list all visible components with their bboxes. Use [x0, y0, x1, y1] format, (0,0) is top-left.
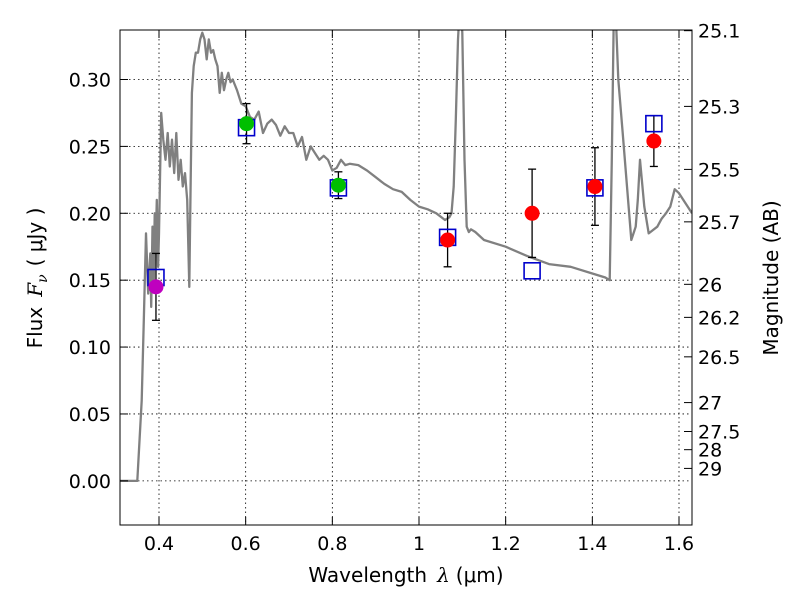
observed-flux-point	[524, 205, 540, 221]
grid-lines	[120, 30, 692, 525]
observed-flux-point	[587, 179, 603, 195]
mag-tick-label: 25.5	[698, 159, 740, 181]
observed-flux-point	[646, 133, 662, 149]
mag-tick-label: 26.2	[698, 307, 740, 329]
plot-frame	[119, 29, 693, 526]
x-axis-label: Wavelength λ (μm)	[308, 563, 503, 587]
mag-tick-label: 25.1	[698, 21, 740, 43]
plot-area	[120, 30, 692, 483]
y-tick-label: 0.05	[69, 404, 111, 426]
mag-tick-label: 27	[698, 393, 722, 415]
mag-tick-label: 27.5	[698, 421, 740, 443]
x-tick-label: 0.8	[317, 533, 347, 555]
model-flux-square	[523, 262, 541, 280]
y-tick-label: 0.15	[69, 270, 111, 292]
mag-tick-label: 25.3	[698, 96, 740, 118]
y-tick-label: 0.10	[69, 337, 111, 359]
x-tick-label: 1.6	[664, 533, 694, 555]
mag-tick-label: 29	[698, 458, 722, 480]
observed-flux-point	[330, 177, 346, 193]
x-tick-label: 0.4	[144, 533, 174, 555]
y-tick-label: 0.25	[69, 136, 111, 158]
observed-flux-point	[239, 116, 255, 132]
x-tick-label: 1.4	[577, 533, 607, 555]
sed-model-line	[120, 30, 692, 483]
model-flux-square	[645, 114, 663, 133]
observed-flux-point	[148, 279, 164, 295]
mag-tick-label: 25.7	[698, 212, 740, 234]
y-tick-label: 0.20	[69, 203, 111, 225]
x-tick-label: 1.2	[491, 533, 521, 555]
y2-axis-label: Magnitude (AB)	[759, 200, 783, 355]
y-axis-label: FluxFν( μJy )	[23, 208, 51, 349]
mag-tick-label: 28	[698, 440, 722, 462]
x-tick-label: 0.6	[231, 533, 261, 555]
x-tick-label: 1	[413, 533, 425, 555]
mag-tick-label: 26.5	[698, 347, 740, 369]
y-tick-label: 0.00	[69, 471, 111, 493]
observed-flux-point	[440, 232, 456, 248]
y-tick-label: 0.30	[69, 70, 111, 92]
axis-ticks: 0.4 0.6 0.8 1 1.2 1.4 1.6 0.00 0.05 0.10 0.15 0.20 0…	[69, 21, 741, 555]
mag-tick-label: 26	[698, 274, 722, 296]
